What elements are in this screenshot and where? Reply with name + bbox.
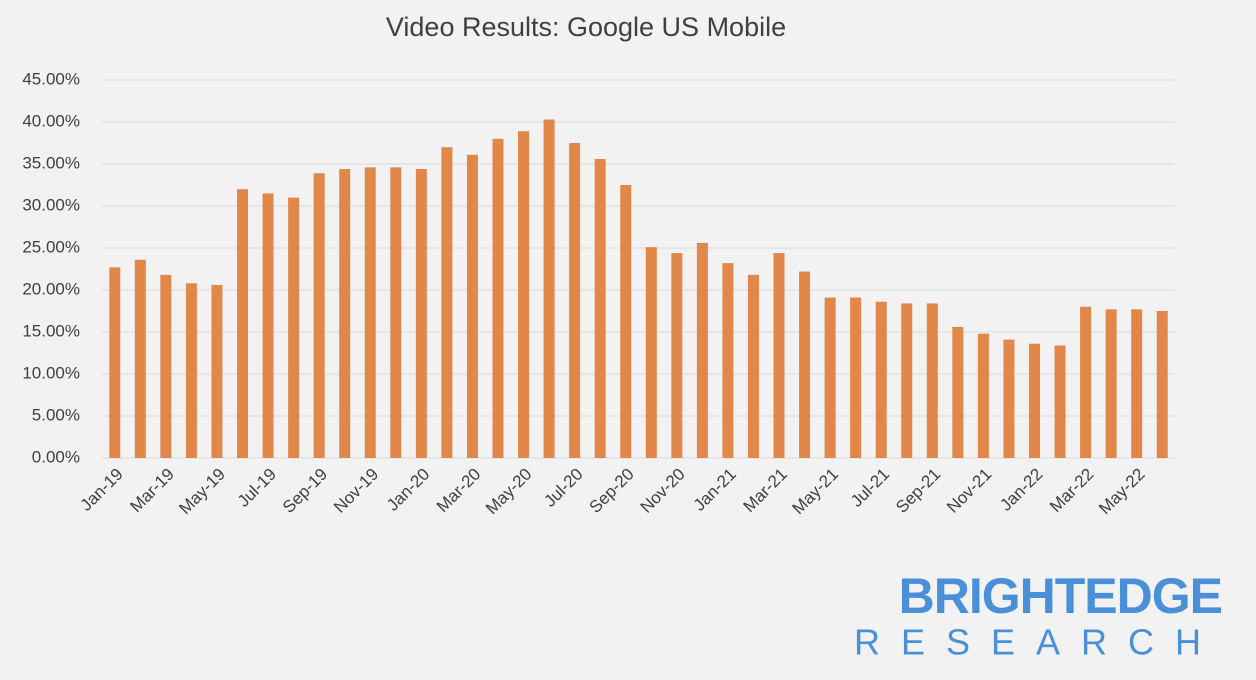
bar xyxy=(390,167,402,459)
bar xyxy=(1054,345,1066,458)
y-tick-label: 25.00% xyxy=(22,237,80,256)
bar xyxy=(1080,306,1092,458)
bar xyxy=(645,247,657,458)
bar xyxy=(466,154,478,458)
bar xyxy=(1028,343,1040,458)
bar xyxy=(696,242,708,458)
bar xyxy=(288,197,300,458)
bar xyxy=(901,303,913,458)
bar xyxy=(926,303,938,458)
bar xyxy=(262,193,274,458)
bar xyxy=(747,274,759,458)
bar xyxy=(185,283,197,458)
bar xyxy=(134,259,146,458)
bar xyxy=(518,131,530,459)
bar xyxy=(313,173,325,459)
y-tick-label: 10.00% xyxy=(22,363,80,382)
bar xyxy=(160,274,172,458)
bar xyxy=(543,119,555,458)
bar xyxy=(952,326,964,458)
bar xyxy=(492,138,504,459)
bar xyxy=(594,158,606,458)
bar xyxy=(1003,339,1015,458)
bar xyxy=(875,301,887,458)
bar xyxy=(824,297,836,458)
bar xyxy=(109,267,121,458)
bar xyxy=(441,147,453,458)
y-tick-label: 35.00% xyxy=(22,153,80,172)
y-tick-label: 40.00% xyxy=(22,111,80,130)
bar xyxy=(773,253,785,458)
bar xyxy=(569,143,581,458)
bar xyxy=(799,271,811,458)
y-tick-label: 15.00% xyxy=(22,321,80,340)
y-tick-label: 20.00% xyxy=(22,279,80,298)
bar xyxy=(1156,311,1168,458)
logo-line1: BRIGHTEDGE xyxy=(899,568,1222,624)
bar xyxy=(237,189,249,458)
bar xyxy=(850,297,862,458)
y-tick-label: 0.00% xyxy=(32,447,80,466)
bar xyxy=(211,284,223,458)
y-tick-label: 30.00% xyxy=(22,195,80,214)
bar xyxy=(671,253,683,458)
bar xyxy=(1105,309,1117,458)
bar xyxy=(722,263,734,458)
bar xyxy=(364,167,376,459)
bar xyxy=(415,169,427,459)
bar xyxy=(977,333,989,458)
bar xyxy=(339,169,351,459)
bar xyxy=(620,185,632,458)
logo-line2: RESEARCH xyxy=(854,622,1222,663)
bar xyxy=(1131,309,1143,458)
chart-title: Video Results: Google US Mobile xyxy=(386,12,786,42)
y-tick-label: 5.00% xyxy=(32,405,80,424)
y-tick-label: 45.00% xyxy=(22,69,80,88)
